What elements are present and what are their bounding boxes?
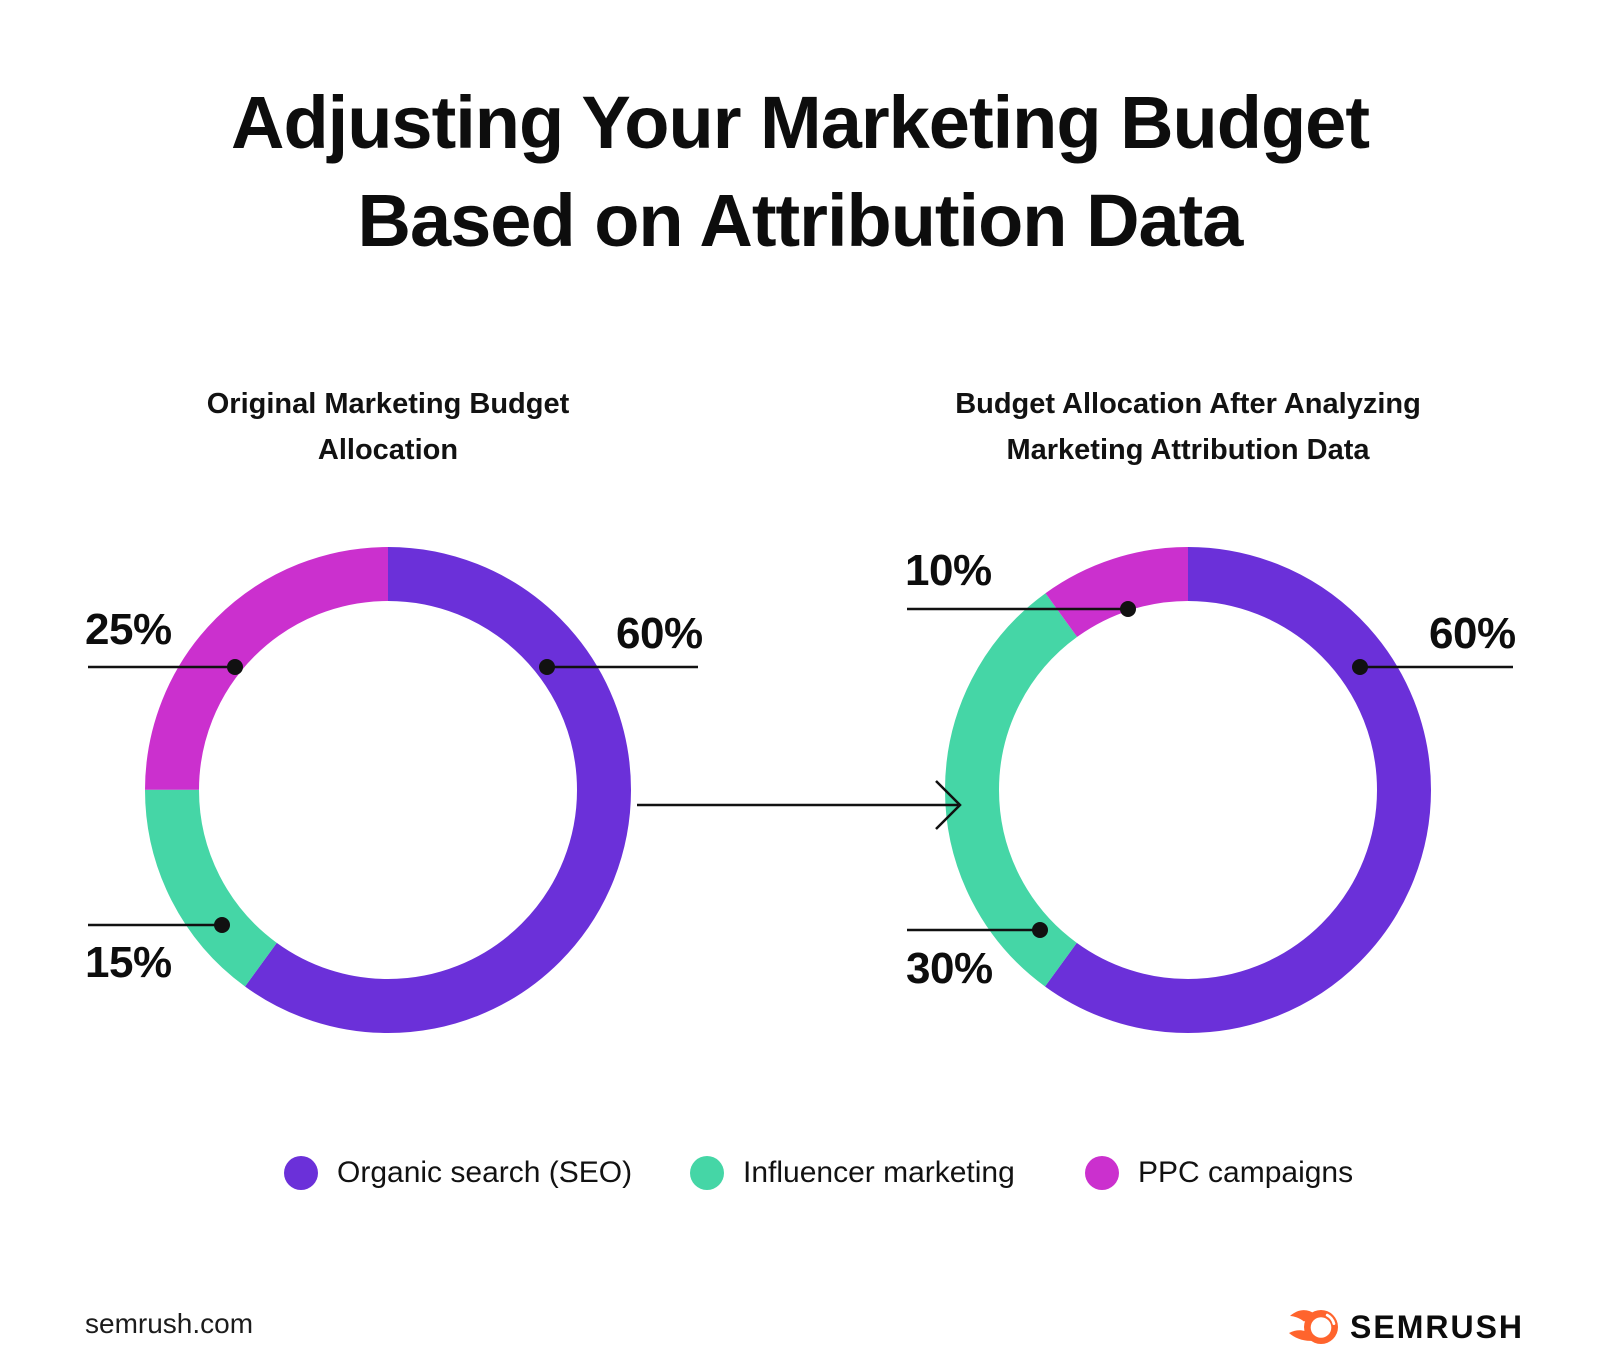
page-title: Adjusting Your Marketing Budget Based on… <box>0 74 1600 270</box>
legend-item-ppc-campaigns: PPC campaigns <box>1085 1156 1353 1190</box>
legend-label-influencer-marketing: Influencer marketing <box>743 1156 1015 1189</box>
semrush-flame-ball-icon <box>1289 1310 1338 1344</box>
right-chart-title-line-1: Budget Allocation After Analyzing <box>955 388 1421 420</box>
legend-label-organic-search: Organic search (SEO) <box>337 1156 633 1189</box>
legend-dot-organic-search <box>284 1156 318 1190</box>
site-url: semrush.com <box>85 1308 254 1339</box>
donut-segment-influencer-marketing <box>945 547 1431 1033</box>
left-ppc-percent-label: 25% <box>85 605 172 654</box>
left-chart-title-line-2: Allocation <box>317 434 459 466</box>
donut-segment-ppc-campaigns <box>145 547 631 1033</box>
donut-segment-influencer-marketing <box>145 547 631 1033</box>
legend-dot-ppc-campaigns <box>1085 1156 1119 1190</box>
donut-segment-ppc-campaigns <box>945 547 1431 1033</box>
page-title-line-2: Based on Attribution Data <box>357 179 1244 262</box>
left-seo-percent-label: 60% <box>616 609 703 658</box>
left-chart-title-line-1: Original Marketing Budget <box>206 388 570 420</box>
legend-label-ppc-campaigns: PPC campaigns <box>1138 1156 1354 1189</box>
legend-item-organic-search: Organic search (SEO) <box>284 1156 632 1190</box>
legend-item-influencer-marketing: Influencer marketing <box>690 1156 1015 1190</box>
semrush-logo: SEMRUSH <box>1288 1306 1524 1348</box>
left-influencer-percent-label: 15% <box>85 938 172 987</box>
legend-dot-influencer-marketing <box>690 1156 724 1190</box>
adjusted-budget-donut-chart <box>945 547 1431 1033</box>
right-chart-title-line-2: Marketing Attribution Data <box>1006 434 1370 466</box>
right-chart-title: Budget Allocation After Analyzing Market… <box>888 381 1488 473</box>
transition-arrow <box>637 780 962 830</box>
right-seo-percent-label: 60% <box>1429 609 1516 658</box>
brand-name: SEMRUSH <box>1350 1308 1525 1345</box>
original-budget-donut-chart <box>145 547 631 1033</box>
right-ppc-percent-label: 10% <box>905 546 992 595</box>
right-influencer-percent-label: 30% <box>906 944 993 993</box>
page-title-line-1: Adjusting Your Marketing Budget <box>231 81 1370 164</box>
left-chart-title: Original Marketing Budget Allocation <box>88 381 688 473</box>
